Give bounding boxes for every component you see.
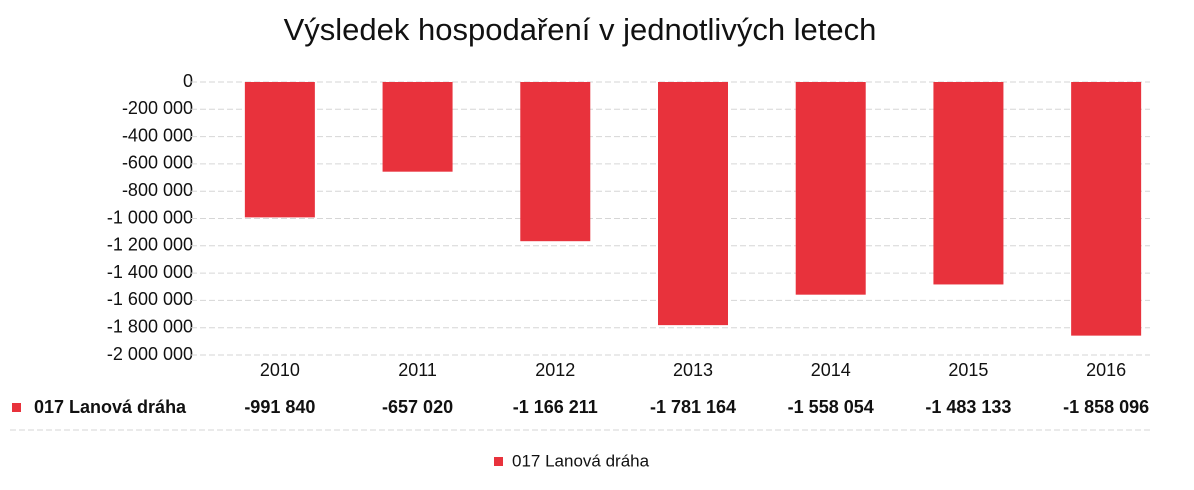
- x-tick-label: 2015: [948, 360, 988, 380]
- x-tick-label: 2012: [535, 360, 575, 380]
- table-value: -1 483 133: [925, 397, 1011, 417]
- y-tick-label: -1 600 000: [107, 289, 193, 309]
- bar: [933, 82, 1004, 285]
- bar: [795, 82, 866, 295]
- table-value: -657 020: [382, 397, 453, 417]
- x-tick-label: 2013: [673, 360, 713, 380]
- table-value: -1 858 096: [1063, 397, 1149, 417]
- chart-title: Výsledek hospodaření v jednotlivých lete…: [284, 12, 877, 47]
- table-value: -1 781 164: [650, 397, 736, 417]
- x-tick-label: 2010: [260, 360, 300, 380]
- bar: [658, 82, 728, 326]
- table-value: -1 166 211: [513, 397, 598, 417]
- bar: [1071, 82, 1142, 336]
- legend-label: 017 Lanová dráha: [512, 451, 650, 470]
- y-tick-label: -1 400 000: [107, 262, 193, 282]
- y-tick-label: -400 000: [122, 125, 193, 145]
- table-value: -1 558 054: [788, 397, 874, 417]
- bar: [244, 82, 315, 218]
- y-tick-label: 0: [183, 71, 193, 91]
- x-tick-label: 2014: [811, 360, 851, 380]
- y-tick-label: -2 000 000: [107, 344, 193, 364]
- table-legend-key: [12, 403, 21, 412]
- bar: [520, 82, 591, 242]
- y-tick-label: -1 800 000: [107, 316, 193, 336]
- y-tick-label: -1 200 000: [107, 235, 193, 255]
- y-tick-label: -1 000 000: [107, 207, 193, 227]
- x-tick-label: 2011: [398, 360, 437, 380]
- x-tick-label: 2016: [1086, 360, 1126, 380]
- table-value: -991 840: [244, 397, 315, 417]
- y-tick-label: -600 000: [122, 153, 193, 173]
- table-series-name: 017 Lanová dráha: [34, 397, 187, 417]
- bar: [382, 82, 453, 172]
- y-tick-label: -800 000: [122, 180, 193, 200]
- legend-key: [494, 457, 503, 466]
- y-tick-label: -200 000: [122, 98, 193, 118]
